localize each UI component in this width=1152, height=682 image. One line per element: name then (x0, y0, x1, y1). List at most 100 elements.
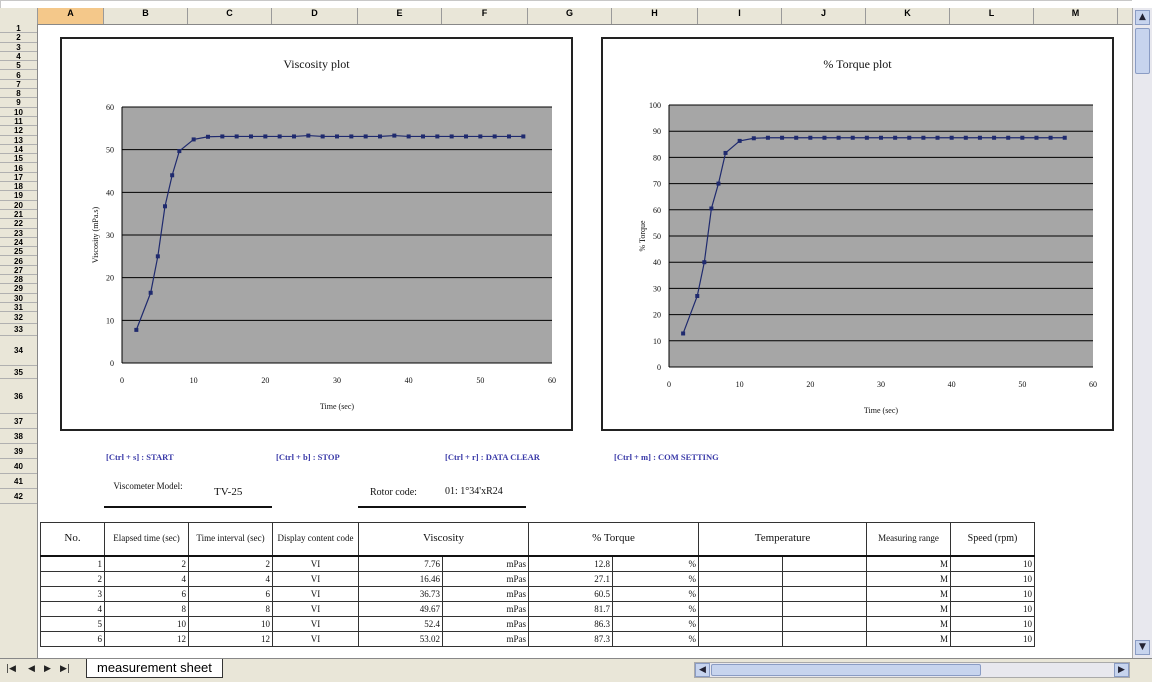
row-header-24[interactable]: 24 (0, 238, 37, 248)
prev-sheet-icon[interactable]: ◀ (28, 664, 35, 674)
column-header-b[interactable]: B (104, 8, 188, 24)
horizontal-scroll-thumb[interactable] (711, 664, 981, 676)
cell-viscosity-unit[interactable]: mPas (442, 615, 529, 632)
cell-torque[interactable]: 87.3 (528, 630, 613, 647)
cell-viscosity[interactable]: 52.4 (358, 615, 443, 632)
cell-torque-unit[interactable]: % (612, 555, 699, 572)
cell-range[interactable]: M (866, 570, 951, 587)
cell-temperature-unit[interactable] (782, 600, 867, 617)
cell-temperature-unit[interactable] (782, 570, 867, 587)
select-all-corner[interactable] (0, 8, 38, 24)
cell-temperature-unit[interactable] (782, 630, 867, 647)
cell-torque[interactable]: 86.3 (528, 615, 613, 632)
cell-viscosity-unit[interactable]: mPas (442, 600, 529, 617)
cell-torque-unit[interactable]: % (612, 630, 699, 647)
cell-speed[interactable]: 10 (950, 555, 1035, 572)
row-header-12[interactable]: 12 (0, 126, 37, 136)
row-header-25[interactable]: 25 (0, 247, 37, 257)
cell-elapsed[interactable]: 2 (104, 555, 189, 572)
column-header-f[interactable]: F (442, 8, 528, 24)
cell-range[interactable]: M (866, 555, 951, 572)
cell-temperature[interactable] (698, 585, 783, 602)
cell-range[interactable]: M (866, 630, 951, 647)
cell-viscosity-unit[interactable]: mPas (442, 630, 529, 647)
cell-torque[interactable]: 12.8 (528, 555, 613, 572)
cell-elapsed[interactable]: 8 (104, 600, 189, 617)
cell-torque[interactable]: 81.7 (528, 600, 613, 617)
row-header-40[interactable]: 40 (0, 459, 37, 475)
row-header-16[interactable]: 16 (0, 164, 37, 173)
cell-elapsed[interactable]: 6 (104, 585, 189, 602)
row-header-14[interactable]: 14 (0, 145, 37, 155)
cell-range[interactable]: M (866, 615, 951, 632)
row-header-11[interactable]: 11 (0, 117, 37, 127)
viscometer-model-value[interactable]: TV-25 (214, 486, 243, 498)
row-header-30[interactable]: 30 (0, 294, 37, 303)
vertical-scrollbar[interactable]: ▲ ▼ (1132, 8, 1152, 658)
cell-speed[interactable]: 10 (950, 630, 1035, 647)
row-header-1[interactable]: 1 (0, 24, 37, 34)
cell-interval[interactable]: 2 (188, 555, 273, 572)
row-header-33[interactable]: 33 (0, 324, 37, 337)
row-header-17[interactable]: 17 (0, 173, 37, 183)
horizontal-scrollbar[interactable]: ◀ ▶ (694, 662, 1130, 678)
rotor-code-value[interactable]: 01: 1°34'xR24 (445, 486, 503, 497)
cell-torque-unit[interactable]: % (612, 570, 699, 587)
cell-no[interactable]: 3 (40, 585, 105, 602)
cell-torque[interactable]: 60.5 (528, 585, 613, 602)
row-header-9[interactable]: 9 (0, 98, 37, 108)
cell-speed[interactable]: 10 (950, 570, 1035, 587)
cell-range[interactable]: M (866, 585, 951, 602)
cell-temperature-unit[interactable] (782, 615, 867, 632)
cell-display-code[interactable]: VI (272, 570, 359, 587)
scroll-down-button[interactable]: ▼ (1135, 640, 1150, 655)
cell-no[interactable]: 4 (40, 600, 105, 617)
row-header-3[interactable]: 3 (0, 43, 37, 52)
cell-temperature-unit[interactable] (782, 585, 867, 602)
column-header-k[interactable]: K (866, 8, 950, 24)
row-header-6[interactable]: 6 (0, 71, 37, 80)
column-header-h[interactable]: H (612, 8, 698, 24)
cell-elapsed[interactable]: 4 (104, 570, 189, 587)
row-header-2[interactable]: 2 (0, 33, 37, 43)
cell-viscosity-unit[interactable]: mPas (442, 570, 529, 587)
row-header-34[interactable]: 34 (0, 336, 37, 367)
cell-torque[interactable]: 27.1 (528, 570, 613, 587)
column-header-m[interactable]: M (1034, 8, 1118, 24)
row-header-28[interactable]: 28 (0, 275, 37, 285)
cell-torque-unit[interactable]: % (612, 585, 699, 602)
cell-interval[interactable]: 8 (188, 600, 273, 617)
cell-viscosity[interactable]: 53.02 (358, 630, 443, 647)
column-header-a[interactable]: A (38, 8, 104, 24)
row-header-19[interactable]: 19 (0, 191, 37, 201)
torque-chart[interactable]: % Torque plot 0 10 20 30 40 50 60 70 80 90 100 0 10 2… (601, 37, 1114, 431)
cell-display-code[interactable]: VI (272, 555, 359, 572)
column-header-i[interactable]: I (698, 8, 782, 24)
cell-temperature[interactable] (698, 555, 783, 572)
cell-viscosity[interactable]: 36.73 (358, 585, 443, 602)
row-header-10[interactable]: 10 (0, 108, 37, 117)
row-header-23[interactable]: 23 (0, 229, 37, 238)
row-header-38[interactable]: 38 (0, 429, 37, 445)
row-header-35[interactable]: 35 (0, 366, 37, 380)
cell-display-code[interactable]: VI (272, 585, 359, 602)
column-header-c[interactable]: C (188, 8, 272, 24)
row-header-32[interactable]: 32 (0, 312, 37, 325)
cell-speed[interactable]: 10 (950, 615, 1035, 632)
row-header-36[interactable]: 36 (0, 379, 37, 415)
cell-interval[interactable]: 12 (188, 630, 273, 647)
cell-elapsed[interactable]: 10 (104, 615, 189, 632)
cell-viscosity[interactable]: 16.46 (358, 570, 443, 587)
viscosity-chart[interactable]: Viscosity plot 0 10 20 30 40 50 60 0 10 20 30 40 50 6… (60, 37, 573, 431)
cell-display-code[interactable]: VI (272, 600, 359, 617)
row-header-26[interactable]: 26 (0, 257, 37, 266)
row-header-7[interactable]: 7 (0, 80, 37, 90)
row-header-13[interactable]: 13 (0, 136, 37, 145)
cell-viscosity-unit[interactable]: mPas (442, 555, 529, 572)
next-sheet-icon[interactable]: ▶ (44, 664, 51, 674)
cell-interval[interactable]: 6 (188, 585, 273, 602)
row-header-5[interactable]: 5 (0, 61, 37, 71)
first-sheet-icon[interactable]: |◀ (6, 664, 16, 674)
row-header-37[interactable]: 37 (0, 414, 37, 430)
cell-temperature-unit[interactable] (782, 555, 867, 572)
